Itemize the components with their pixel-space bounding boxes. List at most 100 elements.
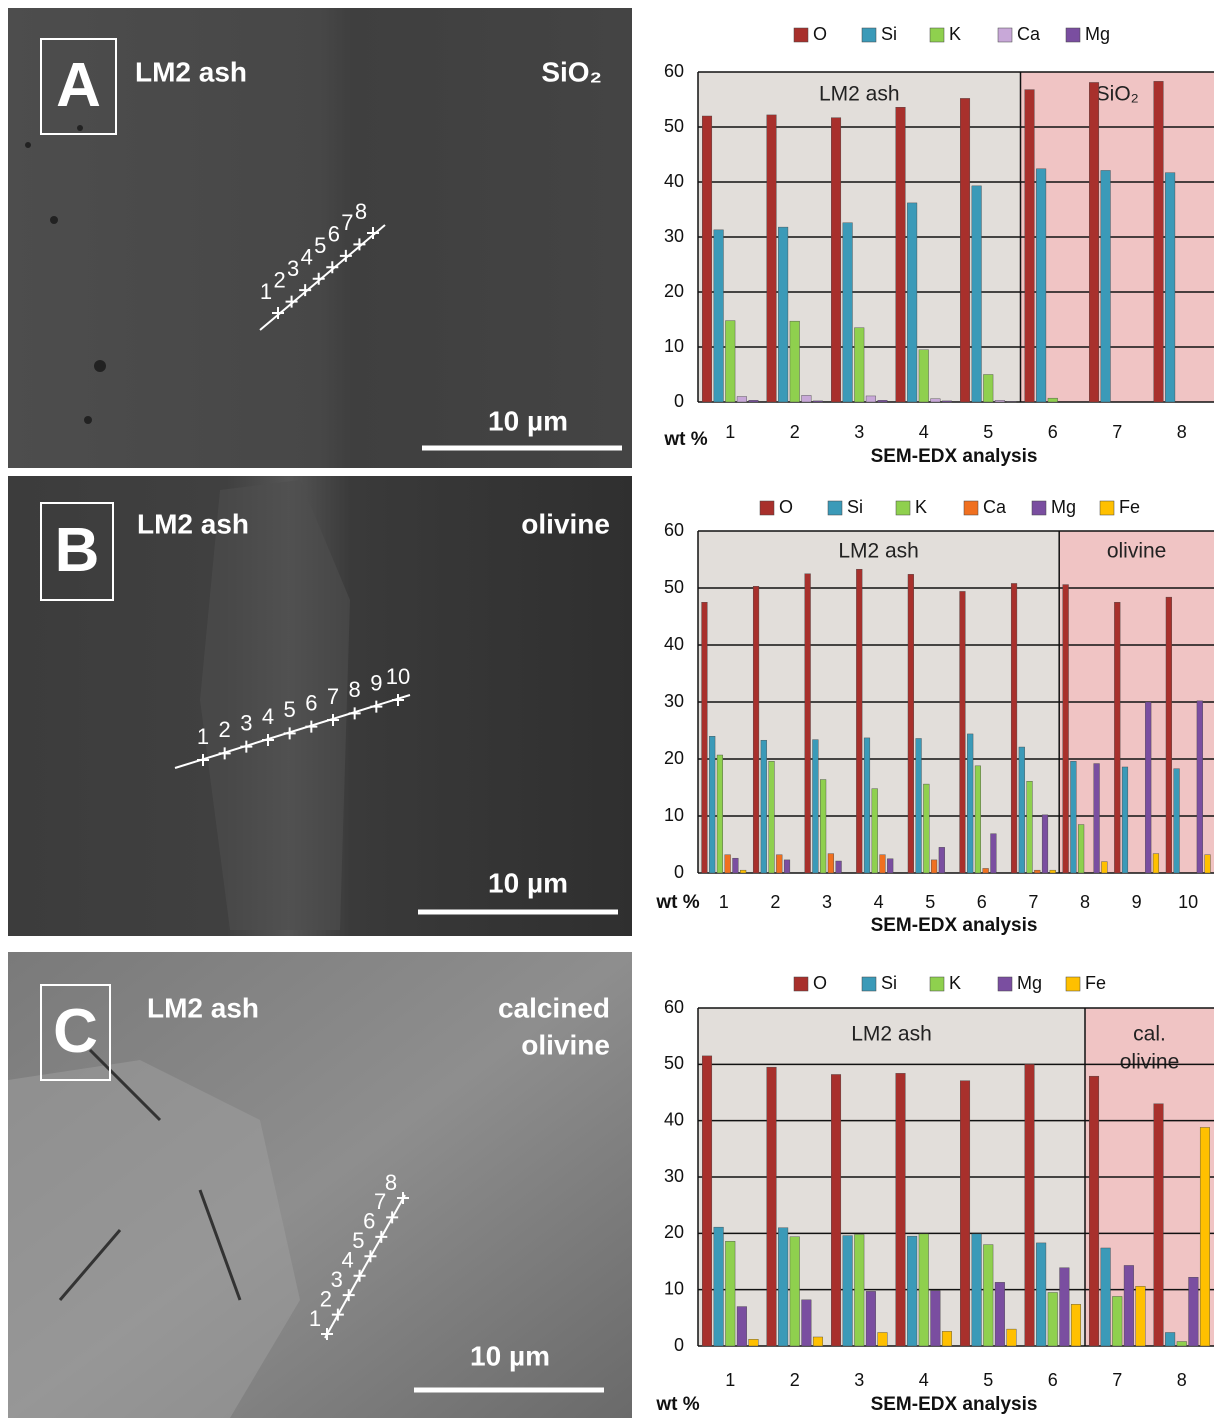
bar	[971, 185, 982, 403]
bar	[1101, 861, 1108, 874]
y-tick-label: 30	[664, 691, 684, 711]
bar	[918, 349, 929, 403]
panel-letter: B	[55, 516, 100, 585]
x-tick-label: 4	[919, 1370, 929, 1390]
bar	[1165, 1332, 1176, 1347]
point-label: 2	[320, 1286, 332, 1311]
bar	[856, 568, 863, 874]
bar	[887, 858, 894, 874]
sem-label: olivine	[521, 1029, 610, 1060]
bar	[994, 1282, 1005, 1347]
bar	[1145, 701, 1152, 874]
legend-label: Si	[881, 24, 897, 44]
region-label: LM2 ash	[838, 540, 919, 563]
point-label: 4	[301, 245, 313, 270]
measurement-point	[367, 227, 379, 239]
bar	[740, 869, 747, 874]
x-tick-label: 4	[874, 892, 884, 912]
bar	[854, 327, 865, 403]
region-label: SiO₂	[1096, 83, 1139, 106]
legend-swatch	[1099, 500, 1115, 516]
point-label: 1	[260, 279, 272, 304]
y-tick-label: 50	[664, 577, 684, 597]
measurement-point	[327, 714, 339, 726]
sem-pores	[25, 125, 106, 424]
measurement-point	[348, 707, 361, 720]
bar	[701, 602, 708, 874]
bar	[778, 226, 789, 403]
point-label: 8	[349, 677, 361, 702]
bar	[725, 1241, 736, 1347]
bar	[1034, 869, 1041, 874]
measurement-point	[312, 272, 325, 285]
bar	[1049, 869, 1056, 874]
scale-bar-label: 10 µm	[488, 405, 568, 436]
x-tick-label: 6	[1048, 422, 1058, 442]
point-label: 3	[331, 1267, 343, 1292]
bar	[778, 1227, 789, 1347]
legend-label: O	[813, 24, 827, 44]
point-label: 7	[327, 684, 339, 709]
measurement-point	[342, 1289, 355, 1302]
bar	[994, 400, 1005, 403]
bar	[941, 1331, 952, 1347]
x-tick-label: 8	[1080, 892, 1090, 912]
measurement-point	[339, 249, 352, 262]
sem-crack	[58, 1048, 242, 1301]
legend-swatch	[1031, 500, 1047, 516]
region-label: olivine	[1120, 1051, 1180, 1074]
bar	[1114, 602, 1121, 874]
bar	[982, 868, 989, 874]
legend-swatch	[997, 976, 1013, 992]
legend-swatch	[895, 500, 911, 516]
x-tick-label: 2	[770, 892, 780, 912]
bar	[907, 1235, 918, 1347]
measurement-point	[364, 1250, 377, 1263]
bar	[907, 574, 914, 874]
bar	[748, 1339, 759, 1347]
bar	[895, 106, 906, 403]
sem-label: SiO₂	[541, 56, 602, 87]
bar	[960, 1080, 971, 1347]
bar	[1123, 1265, 1134, 1347]
bar	[831, 1074, 842, 1347]
region-label: cal.	[1133, 1023, 1166, 1046]
x-tick-label: 2	[790, 422, 800, 442]
x-tick-label: 5	[983, 422, 993, 442]
sem-label: LM2 ash	[147, 992, 259, 1023]
measurement-point	[197, 754, 209, 766]
x-axis-title: SEM-EDX analysis	[871, 446, 1038, 467]
bar	[1152, 853, 1160, 874]
measurement-point	[326, 261, 339, 274]
panel-letter: C	[53, 997, 98, 1066]
sem-label: LM2 ash	[135, 56, 247, 87]
bar	[760, 739, 767, 874]
bar	[804, 573, 811, 874]
legend-label: Ca	[1017, 24, 1041, 44]
bar	[941, 400, 952, 403]
legend-label: Fe	[1085, 973, 1106, 993]
bar	[1010, 583, 1018, 874]
bar	[1176, 1341, 1187, 1347]
bar	[871, 788, 878, 874]
sem-texture	[8, 1060, 300, 1418]
bar	[789, 1236, 800, 1347]
bar	[1026, 781, 1033, 874]
bar	[736, 1306, 747, 1347]
bar	[1165, 172, 1176, 403]
bar	[877, 400, 888, 403]
point-label: 6	[363, 1209, 375, 1234]
legend-swatch	[929, 27, 945, 43]
y-axis-unit: wt %	[663, 429, 707, 450]
bar	[938, 847, 945, 874]
point-label: 7	[341, 210, 353, 235]
scale-bar-label: 10 µm	[488, 867, 568, 898]
bar	[842, 1235, 853, 1347]
bar	[1089, 82, 1100, 403]
bar	[702, 1055, 713, 1347]
bar	[1070, 1304, 1081, 1347]
measurement-point	[299, 284, 312, 297]
y-tick-label: 50	[664, 116, 684, 136]
bar	[990, 833, 997, 874]
x-axis-title: SEM-EDX analysis	[871, 1394, 1038, 1415]
